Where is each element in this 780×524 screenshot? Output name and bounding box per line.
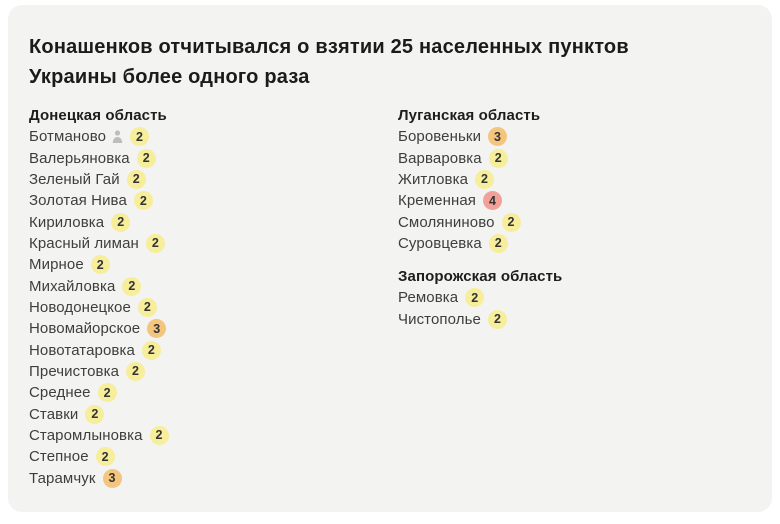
- settlement-name: Смоляниново: [398, 213, 495, 231]
- count-badge: 2: [141, 340, 161, 360]
- settlement-name: Боровеньки: [398, 128, 482, 146]
- column-left: Донецкая область Ботманово 2 Валерьяновка 2 З…: [29, 105, 398, 489]
- count-badge: 2: [475, 169, 495, 189]
- list-item: Боровеньки 3: [398, 126, 746, 147]
- settlement-name: Михайловка: [29, 277, 116, 295]
- settlement-name: Среднее: [29, 384, 91, 402]
- list-item: Новомайорское 3: [29, 318, 398, 339]
- settlement-name: Новодонецкое: [29, 298, 131, 316]
- list-item: Кириловка 2: [29, 211, 398, 232]
- count-badge: 4: [483, 191, 503, 211]
- list-item: Ботманово 2: [29, 126, 398, 147]
- list-item: Зеленый Гай 2: [29, 169, 398, 190]
- list-item: Варваровка 2: [398, 147, 746, 168]
- column-right: Луганская область Боровеньки 3 Варваровка 2 Ж…: [398, 105, 746, 489]
- count-badge: 2: [149, 425, 169, 445]
- settlement-name: Суровцевка: [398, 234, 482, 252]
- region-header: Донецкая область: [29, 107, 167, 124]
- list-item: Ставки 2: [29, 403, 398, 424]
- region-header: Луганская область: [398, 107, 541, 124]
- count-badge: 2: [126, 361, 146, 381]
- count-badge: 2: [111, 212, 131, 232]
- count-badge: 2: [126, 169, 146, 189]
- list-item: Золотая Нива 2: [29, 190, 398, 211]
- settlement-name: Житловка: [398, 170, 469, 188]
- page-title-line-2: Украины более одного раза: [29, 66, 310, 88]
- count-badge: 2: [488, 233, 508, 253]
- settlement-name: Кириловка: [29, 213, 105, 231]
- settlement-name: Ставки: [29, 405, 79, 423]
- settlement-name: Золотая Нива: [29, 192, 127, 210]
- count-badge: 2: [133, 191, 153, 211]
- count-badge: 2: [97, 383, 117, 403]
- infographic-card: Конашенков отчитывался о взятии 25 насел…: [8, 5, 772, 512]
- count-badge: 2: [501, 212, 521, 232]
- count-badge: 2: [122, 276, 142, 296]
- list-item: Мирное 2: [29, 254, 398, 275]
- settlement-name: Кременная: [398, 192, 477, 210]
- list-item: Новотатаровка 2: [29, 339, 398, 360]
- settlement-name: Старомлыновка: [29, 426, 143, 444]
- list-item: Суровцевка 2: [398, 233, 746, 254]
- count-badge: 3: [102, 468, 122, 488]
- settlement-name: Пречистовка: [29, 362, 120, 380]
- list-item: Ремовка 2: [398, 287, 746, 308]
- count-badge: 3: [147, 319, 167, 339]
- settlement-name: Мирное: [29, 256, 84, 274]
- count-badge: 2: [465, 288, 485, 308]
- region-header: Запорожская область: [398, 268, 563, 286]
- count-badge: 3: [488, 127, 508, 147]
- settlement-name: Варваровка: [398, 149, 482, 167]
- count-badge: 2: [95, 447, 115, 467]
- settlement-name: Зеленый Гай: [29, 170, 120, 188]
- list-item: Старомлыновка 2: [29, 425, 398, 446]
- person-icon: [112, 130, 123, 144]
- page-title-line-1: Конашенков отчитывался о взятии 25 насел…: [29, 36, 629, 58]
- settlement-name: Новотатаровка: [29, 341, 135, 359]
- settlement-name: Чистополье: [398, 310, 481, 328]
- settlement-name: Новомайорское: [29, 320, 141, 338]
- list-item: Среднее 2: [29, 382, 398, 403]
- list-item: Пречистовка 2: [29, 361, 398, 382]
- region-section: Луганская область Боровеньки 3 Варваровка 2 Ж…: [398, 105, 746, 254]
- region-section: Донецкая область Ботманово 2 Валерьяновка 2 З…: [29, 105, 398, 489]
- list-item: Новодонецкое 2: [29, 297, 398, 318]
- list-item: Степное 2: [29, 446, 398, 467]
- count-badge: 2: [130, 127, 150, 147]
- list-item: Чистополье 2: [398, 308, 746, 329]
- count-badge: 2: [136, 148, 156, 168]
- settlement-name: Тарамчук: [29, 469, 96, 487]
- region-section: Запорожская область Ремовка 2 Чистополье 2: [398, 266, 746, 330]
- list-item: Тарамчук 3: [29, 468, 398, 489]
- list-item: Михайловка 2: [29, 275, 398, 296]
- count-badge: 2: [85, 404, 105, 424]
- settlement-name: Красный лиман: [29, 234, 139, 252]
- count-badge: 2: [90, 255, 110, 275]
- count-badge: 2: [487, 309, 507, 329]
- count-badge: 2: [145, 233, 165, 253]
- count-badge: 2: [488, 148, 508, 168]
- settlement-name: Ботманово: [29, 128, 107, 146]
- list-item: Житловка 2: [398, 169, 746, 190]
- columns-container: Донецкая область Ботманово 2 Валерьяновка 2 З…: [29, 105, 746, 489]
- page-title: Конашенков отчитывался о взятии 25 насел…: [29, 32, 746, 92]
- list-item: Кременная 4: [398, 190, 746, 211]
- list-item: Смоляниново 2: [398, 211, 746, 232]
- list-item: Красный лиман 2: [29, 233, 398, 254]
- list-item: Валерьяновка 2: [29, 147, 398, 168]
- settlement-name: Ремовка: [398, 289, 459, 307]
- count-badge: 2: [137, 297, 157, 317]
- settlement-name: Степное: [29, 448, 89, 466]
- settlement-name: Валерьяновка: [29, 149, 130, 167]
